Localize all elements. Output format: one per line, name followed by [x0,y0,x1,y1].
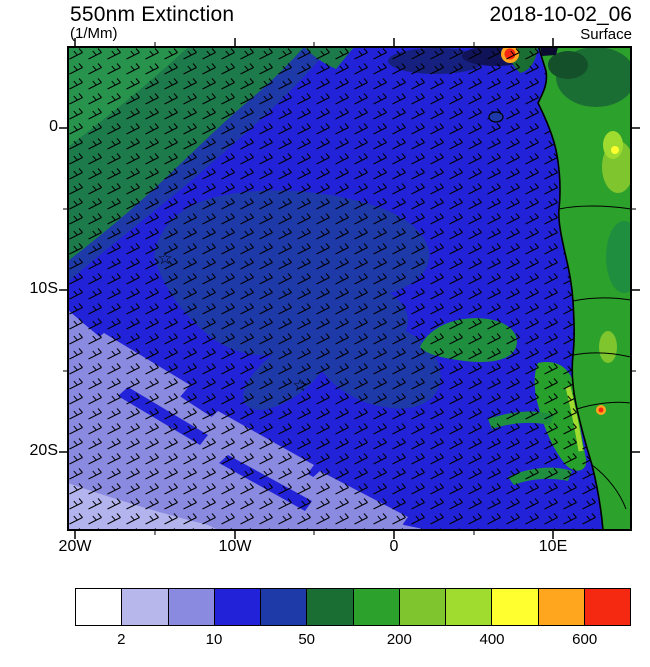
colorbar-cell [260,589,307,625]
x-tick-label-0: 0 [389,538,399,555]
colorbar-cell [537,589,584,625]
units-label: (1/Mm) [70,25,118,42]
colorbar-cell [213,589,260,625]
colorbar-cell [121,589,168,625]
station-marker-2: ☆ [292,376,307,395]
colorbar-cell [76,589,122,625]
coastline [537,47,604,530]
x-tick-label-20w: 20W [58,538,92,555]
level-label: Surface [580,26,632,43]
timestamp-label: 2018-10-02_06 [489,3,632,26]
africa-landmass [537,47,631,530]
colorbar-cell [445,589,492,625]
x-tick-label-10e: 10E [538,538,568,555]
page-title: 550nm Extinction [70,3,235,26]
x-tick-label-10w: 10W [218,538,252,555]
island-outline [488,111,504,123]
station-marker-1: ☆ [157,249,172,268]
colorbar-cell [398,589,445,625]
colorbar-cell [352,589,399,625]
colorbar-tick-label: 200 [386,631,412,648]
map-field: ☆ ☆ [68,47,631,530]
map-plot: ☆ ☆ [59,38,640,539]
y-tick-label-0: 0 [49,118,58,135]
axis-ticks [59,38,640,539]
colorbar-tick-label: 10 [205,631,223,648]
colorbar [75,588,631,626]
wind-barbs-overlay [68,47,631,530]
country-borders [558,205,631,510]
colorbar-cell [583,589,630,625]
colorbar-tick-label: 400 [479,631,505,648]
colorbar-cell [306,589,353,625]
y-tick-label-10s: 10S [29,280,58,297]
colorbar-tick-label: 2 [117,631,126,648]
colorbar-cell [167,589,214,625]
colorbar-labels: 2 10 50 200 400 600 [75,631,631,651]
colorbar-tick-label: 50 [298,631,315,648]
map-frame [67,46,632,531]
colorbar-cell [491,589,538,625]
y-tick-label-20s: 20S [29,442,58,459]
colorbar-tick-label: 600 [572,631,598,648]
